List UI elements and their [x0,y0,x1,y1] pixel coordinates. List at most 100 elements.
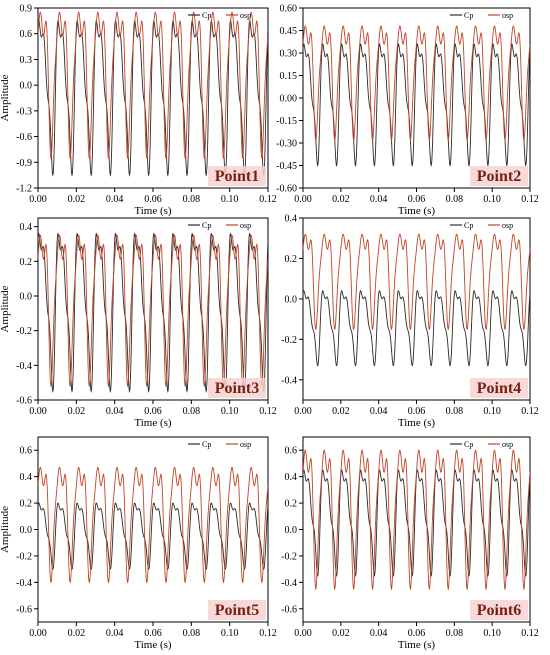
y-tick-label: 0.00 [280,94,298,105]
legend-entry-cp: Cp [202,11,211,20]
series-line-cp [303,43,530,167]
series-line-cp [303,290,530,367]
x-tick-label: 0.04 [106,194,124,205]
x-tick-label: 0.00 [29,406,47,417]
x-tick-label: 0.06 [144,406,162,417]
x-tick-label: 0.10 [221,406,239,417]
y-tick-label: 0.2 [285,499,298,510]
x-tick-label: 0.02 [332,194,350,205]
y-tick-label: 0.15 [280,71,298,82]
x-tick-label: 0.12 [521,194,539,205]
y-tick-label: 0.0 [285,525,298,536]
plot-frame [37,436,269,623]
x-tick-label: 0.08 [446,628,464,639]
x-tick-label: 0.08 [183,628,201,639]
series-line-osp [38,234,268,388]
point-label: Point2 [477,168,521,185]
y-axis-label: Amplitude [0,74,11,121]
x-tick-label: 0.04 [106,406,124,417]
chart-panel-6: 0.00 0.02 0.04 0.06 0.08 0.10 0.12 0.6 0.4 0.2 0.0… [281,436,539,651]
y-tick-label: 0.6 [20,29,33,40]
point-label-bg [208,600,266,620]
x-tick-label: 0.02 [68,628,86,639]
x-tick-label: 0.12 [521,628,539,639]
x-tick-label: 0.04 [106,628,124,639]
x-tick-label: 0.08 [446,194,464,205]
point-label: Point1 [215,168,259,185]
x-tick-label: 0.06 [408,194,426,205]
series-line-osp [303,449,530,591]
x-tick-label: 0.12 [259,406,277,417]
series-line-cp [38,232,268,393]
series-line-osp [303,233,530,331]
chart-panel-2: 0.00 0.02 0.04 0.06 0.08 0.10 0.12 0.60 0.45 0.30… [276,4,539,218]
y-tick-label: 0.6 [285,446,298,457]
y-tick-label: 0.4 [20,222,33,233]
x-tick-label: 0.04 [370,406,388,417]
point-label-bg [208,378,266,398]
x-tick-label: 0.06 [144,628,162,639]
x-tick-label: 0.04 [370,194,388,205]
y-tick-label: 0.0 [20,292,33,303]
x-tick-label: 0.00 [29,194,47,205]
point-label-bg [470,378,528,398]
x-tick-label: 0.08 [183,194,201,205]
point-label: Point4 [477,380,521,397]
series-line-cp [38,20,268,177]
x-tick-label: 0.10 [483,194,501,205]
x-axis-label: Time (s) [134,417,172,429]
y-tick-label: 0.0 [20,525,33,536]
y-tick-label: -0.3 [16,106,32,117]
y-tick-label: -0.6 [16,396,32,407]
series-line-osp [303,25,530,142]
y-tick-label: -0.60 [276,184,297,195]
x-tick-label: 0.00 [294,628,312,639]
y-tick-label: 0.4 [285,214,298,225]
point-label: Point5 [215,602,259,619]
x-tick-label: 0.10 [483,406,501,417]
x-tick-label: 0.02 [332,406,350,417]
y-tick-label: 0.0 [20,81,33,92]
legend-entry-osp: osp [240,11,251,20]
legend-entry-cp: Cp [464,11,473,20]
y-tick-label: -0.45 [276,161,297,172]
y-tick-label: 0.4 [285,472,298,483]
y-tick-label: -0.2 [16,326,32,337]
point-label-bg [208,166,266,186]
y-tick-label: -0.4 [16,361,32,372]
legend-entry-cp: Cp [202,440,211,449]
x-tick-label: 0.00 [294,406,312,417]
y-tick-label: -0.2 [281,551,297,562]
x-tick-label: 0.12 [259,194,277,205]
y-tick-label: 0.3 [20,55,33,66]
y-tick-label: 0.2 [20,499,33,510]
chart-panel-5: 0.00 0.02 0.04 0.06 0.08 0.10 0.12 0.6 0.4 0.2 0.0… [0,436,277,651]
x-tick-label: 0.00 [294,194,312,205]
series-line-cp [38,502,268,570]
y-tick-label: -0.9 [16,158,32,169]
chart-panel-4: 0.00 0.02 0.04 0.06 0.08 0.10 0.12 0.4 0.2 0.0 -0.… [281,214,539,430]
legend-entry-cp: Cp [202,221,211,230]
y-tick-label: 0.4 [20,472,33,483]
x-tick-label: 0.00 [29,628,47,639]
x-tick-label: 0.10 [221,194,239,205]
y-axis-label: Amplitude [0,506,11,553]
x-tick-label: 0.12 [259,628,277,639]
point-label-bg [470,600,528,620]
y-tick-label: -0.6 [281,604,297,615]
y-tick-label: -0.6 [16,132,32,143]
y-tick-label: 0.6 [20,446,33,457]
point-label-bg [470,166,528,186]
x-tick-label: 0.02 [332,628,350,639]
series-line-osp [38,11,268,160]
series-line-osp [38,466,268,584]
x-tick-label: 0.08 [446,406,464,417]
x-tick-label: 0.04 [370,628,388,639]
x-tick-label: 0.02 [68,194,86,205]
legend-entry-osp: osp [502,11,513,20]
chart-panel-3: 0.00 0.02 0.04 0.06 0.08 0.10 0.12 0.4 0.2 0.0 -0.… [0,217,277,429]
x-tick-label: 0.10 [483,628,501,639]
x-tick-label: 0.02 [68,406,86,417]
y-tick-label: 0.45 [280,26,298,37]
